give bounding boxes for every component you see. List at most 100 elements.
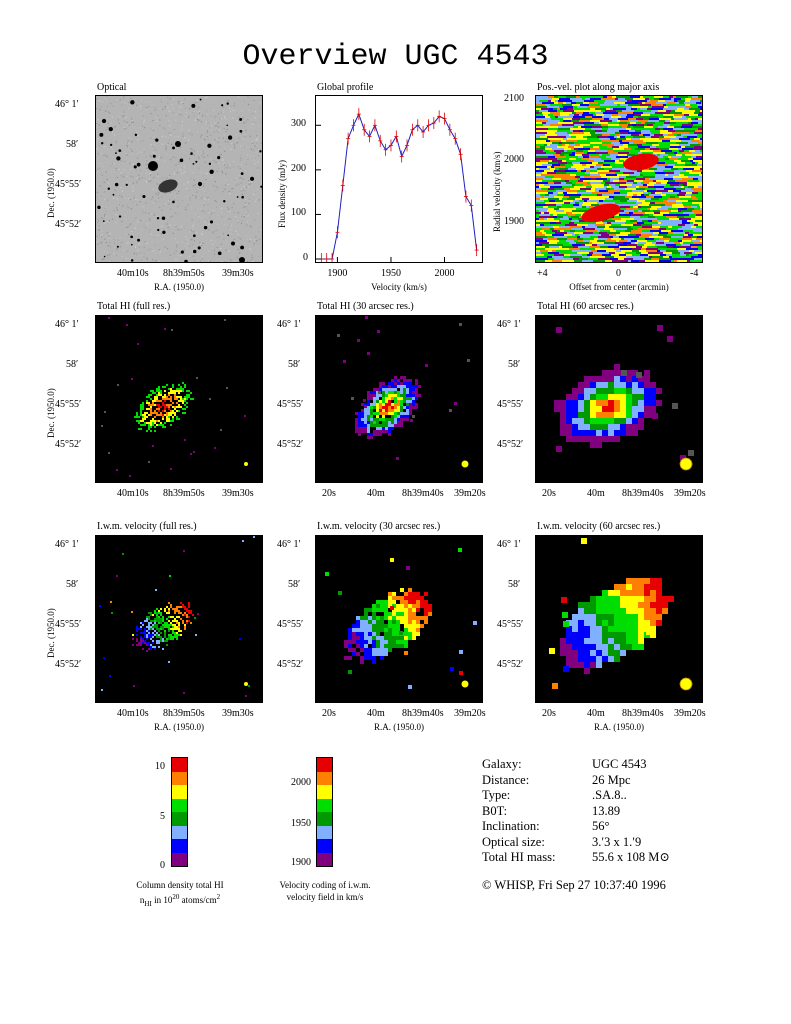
profile-ylabel: Flux density (mJy): [277, 159, 287, 228]
info-key: B0T:: [482, 803, 508, 818]
dec-tick: 45°55′: [277, 619, 304, 630]
info-value: 3.′3 x 1.′9: [592, 834, 642, 849]
ra-axis-label-row1: R.A. (1950.0): [154, 282, 204, 292]
ra-axis-label-row3: R.A. (1950.0): [154, 722, 204, 732]
star: [239, 257, 245, 262]
info-value: 56°: [592, 819, 610, 833]
star: [241, 195, 244, 199]
star: [157, 228, 160, 232]
star: [102, 220, 105, 223]
pv-emission-blob: [581, 203, 621, 223]
profile-point: [447, 123, 452, 136]
star: [208, 162, 212, 166]
profile-point: [319, 253, 324, 262]
star: [240, 172, 244, 175]
star: [134, 133, 138, 137]
vel-full-title: I.w.m. velocity (full res.): [97, 521, 197, 532]
ra-tick: 39m30s: [222, 708, 254, 719]
star: [227, 234, 230, 237]
ra-tick: 40m: [367, 708, 385, 719]
star: [137, 238, 141, 242]
colorbar-segment: [317, 771, 332, 785]
star: [217, 251, 222, 256]
colorbar-tick: 10: [155, 761, 165, 772]
pv-emission-blob: [623, 153, 659, 171]
info-key: Optical size:: [482, 834, 545, 849]
colorbar-segment: [172, 785, 187, 799]
profile-point: [410, 123, 415, 136]
star: [236, 196, 239, 198]
pv-ytick: 2000: [504, 154, 524, 165]
star: [239, 129, 243, 133]
global-profile-chart: [315, 95, 483, 263]
star: [199, 98, 202, 101]
galaxy-ugc4543: [158, 179, 178, 193]
colorbar-segment: [317, 785, 332, 799]
star: [156, 217, 160, 220]
beam-marker: [244, 682, 248, 686]
ra-tick: 39m20s: [674, 488, 706, 499]
dec-tick: 58′: [508, 359, 521, 370]
dec-axis-label-row2: Dec. (1950.0): [46, 388, 56, 438]
star: [239, 118, 243, 121]
dec-tick: 45°52′: [55, 659, 82, 670]
ra-tick: 8h39m50s: [163, 488, 205, 499]
star: [249, 176, 255, 181]
star: [226, 124, 229, 127]
star: [107, 187, 111, 190]
ra-tick: 8h39m40s: [622, 708, 664, 719]
ra-tick: 40m: [587, 708, 605, 719]
optical-image: [95, 95, 263, 263]
star: [114, 182, 119, 187]
star: [130, 100, 135, 105]
beam-marker: [244, 462, 248, 466]
profile-panel-title: Global profile: [317, 82, 374, 93]
velocity-caption: Velocity coding of i.w.m. velocity field…: [245, 879, 405, 903]
dec-tick: 45°55′: [497, 619, 524, 630]
ra-tick: 39m20s: [454, 708, 486, 719]
profile-point: [426, 119, 431, 132]
colorbar-segment: [172, 812, 187, 826]
profile-point: [330, 253, 335, 262]
colorbar-segment: [172, 798, 187, 812]
ra-tick: 8h39m40s: [402, 708, 444, 719]
info-row: Inclination: 56°: [482, 819, 670, 835]
profile-point: [399, 150, 404, 163]
star: [130, 235, 133, 239]
dec-tick: 45°52′: [497, 659, 524, 670]
pv-xlabel: Offset from center (arcmin): [569, 282, 669, 292]
info-value: UGC 4543: [592, 757, 647, 771]
ra-tick: 8h39m40s: [622, 488, 664, 499]
profile-point: [431, 117, 436, 130]
colorbar-segment: [317, 758, 332, 772]
profile-point: [335, 226, 340, 239]
dec-tick: 58′: [66, 139, 79, 150]
info-row: Type: .SA.8..: [482, 788, 670, 804]
dec-tick: 58′: [288, 579, 301, 590]
beam-marker: [680, 678, 692, 690]
profile-point: [463, 190, 468, 203]
star: [161, 216, 166, 220]
profile-xtick: 1900: [327, 268, 348, 279]
ra-tick: 20s: [542, 488, 556, 499]
caption-line: velocity field in km/s: [286, 892, 364, 902]
dec-tick: 46° 1′: [55, 319, 79, 330]
star: [103, 255, 106, 258]
bright-star: [148, 161, 158, 171]
caption-line: Velocity coding of i.w.m.: [279, 880, 371, 890]
colorbar-segment: [172, 758, 187, 772]
caption-line: Column density total HI: [136, 880, 224, 890]
colorbar-segment: [317, 825, 332, 839]
ra-tick: 39m20s: [454, 488, 486, 499]
info-row: Distance: 26 Mpc: [482, 773, 670, 789]
dec-axis-label-row3: Dec. (1950.0): [46, 608, 56, 658]
profile-xtick: 1950: [380, 268, 401, 279]
dec-tick: 45°55′: [55, 399, 82, 410]
ra-tick: 8h39m50s: [163, 268, 205, 279]
ra-tick: 8h39m40s: [402, 488, 444, 499]
ra-axis-label-row3: R.A. (1950.0): [374, 722, 424, 732]
total-hi-60-map: [535, 315, 703, 483]
ra-tick: 40m10s: [117, 488, 149, 499]
profile-point: [324, 253, 329, 262]
dec-tick: 45°55′: [277, 399, 304, 410]
